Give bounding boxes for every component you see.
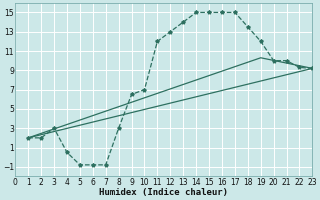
X-axis label: Humidex (Indice chaleur): Humidex (Indice chaleur) xyxy=(99,188,228,197)
